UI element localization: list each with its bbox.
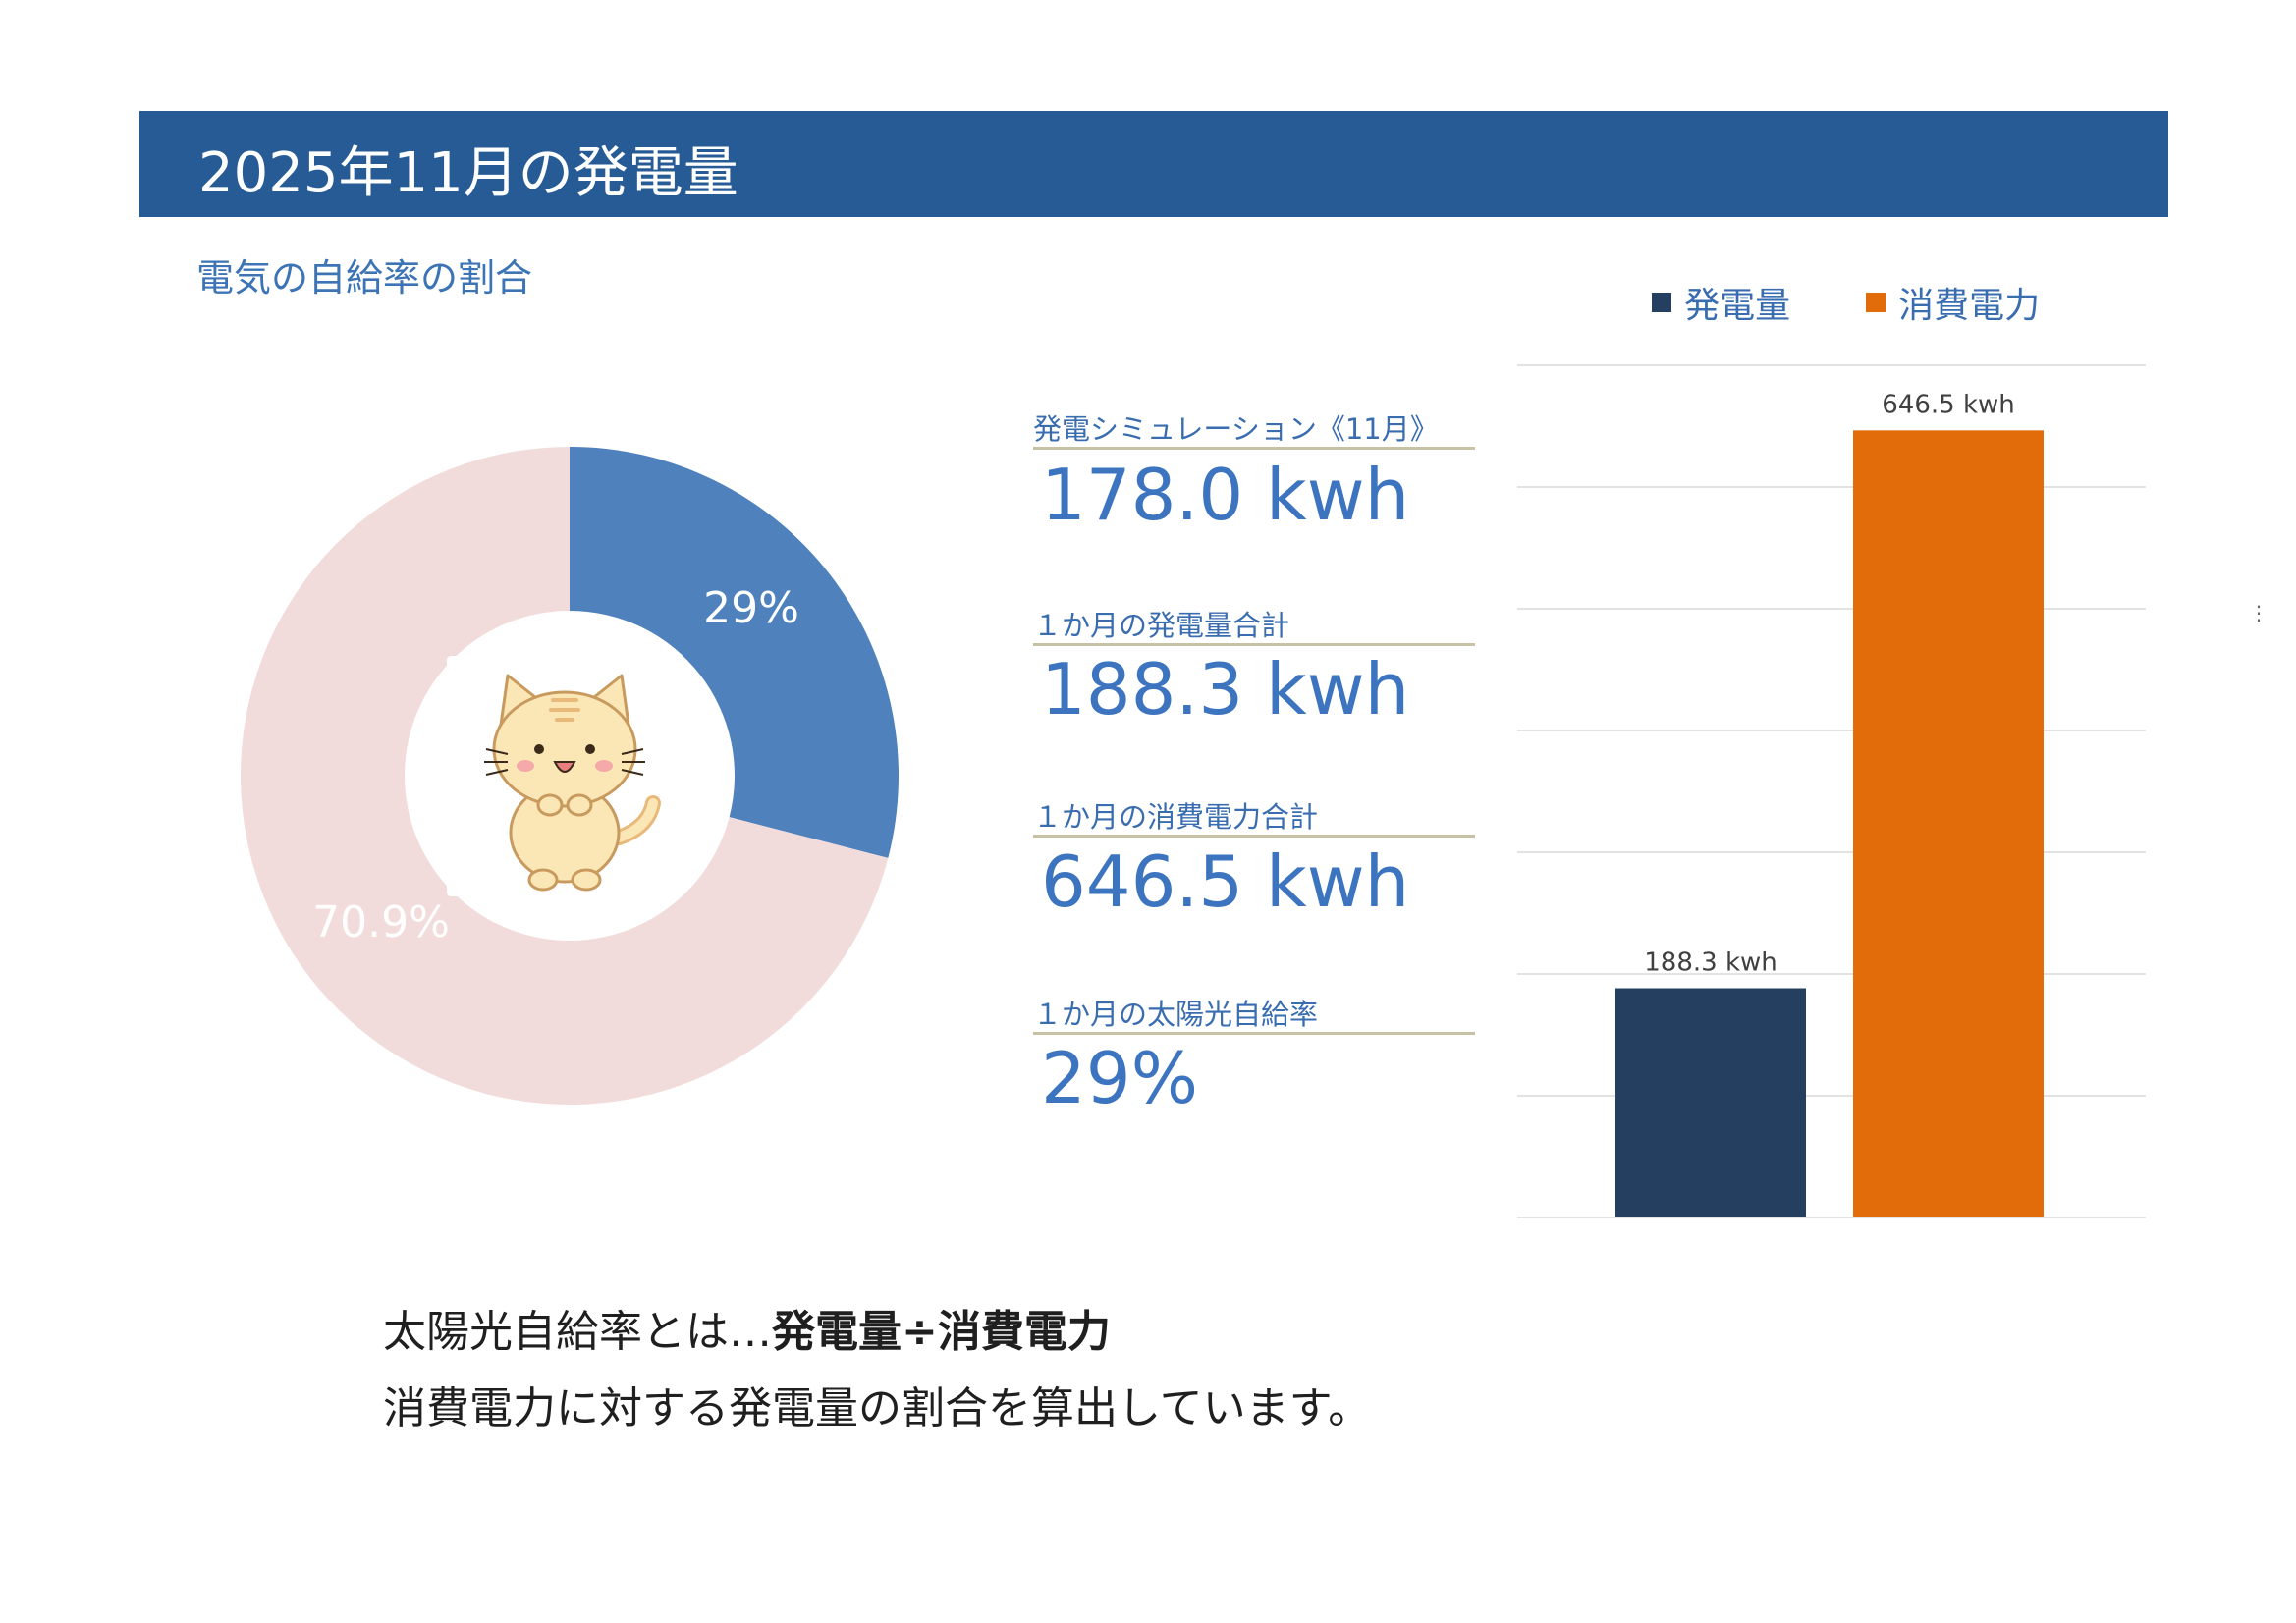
- bar-chart-gridlines: [1517, 364, 2146, 1218]
- note-formula: 発電量÷消費電力: [772, 1307, 1111, 1357]
- note-line-1: 太陽光自給率とは…発電量÷消費電力: [383, 1296, 1111, 1359]
- bar-data-label-consumption: 646.5 kwh: [1882, 390, 2015, 419]
- section-subtitle: 電気の自給率の割合: [196, 256, 533, 299]
- legend-swatch-consumption: [1866, 293, 1886, 312]
- bar-chart-bars: 188.3 kwh 646.5 kwh: [1615, 390, 2044, 1218]
- bar-consumption: [1853, 430, 2044, 1218]
- metric-value-self-sufficiency: 29%: [1041, 1037, 1199, 1119]
- note-line-2: 消費電力に対する発電量の割合を算出しています。: [383, 1383, 1372, 1434]
- legend-label-generation: 発電量: [1684, 286, 1791, 326]
- legend-swatch-generation: [1652, 293, 1671, 312]
- metric-value-consumption: 646.5 kwh: [1041, 840, 1410, 923]
- metric-value-simulation: 178.0 kwh: [1041, 454, 1410, 536]
- cat-illustration: [447, 656, 683, 896]
- bar-data-label-generation: 188.3 kwh: [1644, 948, 1777, 978]
- self-sufficiency-donut-chart: 29% 70.9%: [241, 447, 900, 1105]
- page-title: 2025年11月の発電量: [198, 141, 738, 205]
- metric-value-generation: 188.3 kwh: [1041, 648, 1410, 730]
- metric-label-generation: １か月の発電量合計: [1033, 603, 1475, 646]
- donut-slice-generation: [570, 447, 900, 858]
- bar-chart: 188.3 kwh 646.5 kwh: [1517, 364, 2146, 1218]
- donut-label-generation: 29%: [703, 583, 799, 633]
- metric-label-simulation: 発電シミュレーション《11月》: [1033, 406, 1475, 450]
- header-bar: 2025年11月の発電量: [139, 111, 2168, 217]
- legend-item-consumption: 消費電力: [1866, 277, 2040, 326]
- cat-icon: [484, 674, 661, 892]
- metric-label-self-sufficiency: １か月の太陽光自給率: [1033, 992, 1475, 1035]
- edge-mark: ⋮: [2249, 601, 2269, 624]
- donut-slice-remainder: [241, 447, 889, 1105]
- legend-label-consumption: 消費電力: [1898, 286, 2041, 326]
- bar-generation: [1615, 988, 1806, 1217]
- metric-label-consumption: １か月の消費電力合計: [1033, 794, 1475, 838]
- donut-label-remainder: 70.9%: [312, 897, 450, 947]
- legend-item-generation: 発電量: [1652, 277, 1790, 326]
- note-definition-prefix: 太陽光自給率とは…: [383, 1307, 772, 1357]
